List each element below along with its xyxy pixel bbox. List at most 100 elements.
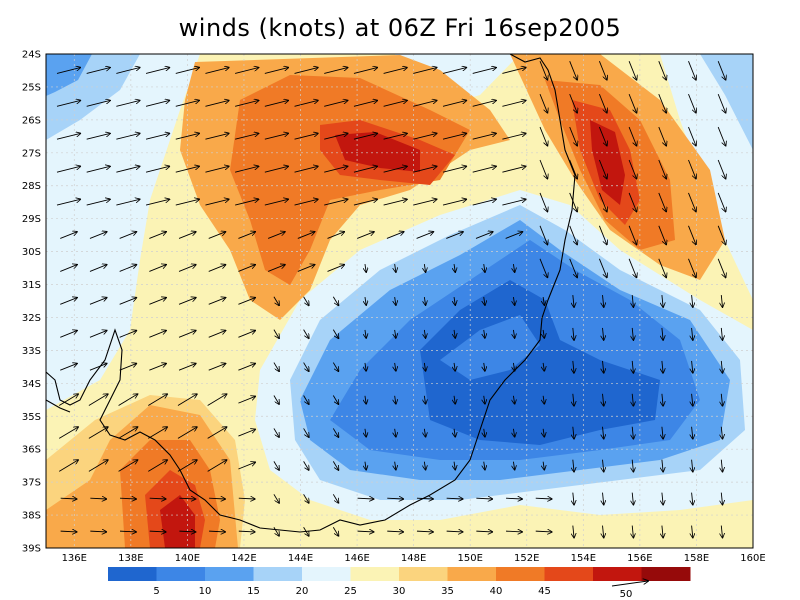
wind-arrow — [692, 327, 693, 340]
wind-arrow — [119, 531, 136, 532]
wind-arrow — [205, 68, 228, 74]
colorbar-label: 30 — [393, 586, 406, 597]
wind-arrow — [60, 298, 77, 305]
wind-arrow — [658, 225, 666, 245]
latitude-labels: 24S 25S 26S 27S 28S 29S 30S 31S 32S 33S 34S 35S 36S 3… — [22, 50, 41, 555]
wind-arrow — [573, 360, 574, 373]
wind-arrow — [365, 461, 366, 470]
latitude-label: 28S — [22, 181, 41, 192]
wind-arrow — [543, 461, 544, 470]
wind-arrow — [209, 498, 225, 499]
wind-arrow — [424, 461, 425, 470]
wind-arrow — [413, 166, 436, 173]
colorbar-label: 15 — [247, 586, 260, 597]
wind-vectors — [56, 61, 726, 538]
latitude-label: 38S — [22, 511, 41, 522]
wind-arrow — [658, 126, 666, 146]
wind-arrow — [573, 393, 574, 406]
longitude-label: 158E — [684, 553, 709, 564]
wind-arrow — [267, 265, 285, 272]
colorbar-swatch — [156, 567, 206, 581]
wind-arrow — [235, 199, 258, 206]
wind-arrow — [235, 68, 258, 74]
wind-arrow — [472, 100, 496, 107]
longitude-label: 144E — [288, 553, 313, 564]
wind-arrow — [543, 395, 544, 404]
wind-arrow — [238, 364, 255, 371]
colorbar-swatch — [350, 567, 400, 581]
map-title: winds (knots) at 06Z Fri 16sep2005 — [178, 14, 622, 42]
wind-arrow — [90, 531, 106, 532]
wind-arrow — [264, 166, 288, 173]
wind-arrow — [688, 225, 695, 245]
wind-arrow — [56, 100, 80, 107]
latitude-label: 34S — [22, 379, 41, 390]
wind-arrow — [365, 264, 366, 272]
wind-arrow — [662, 360, 663, 373]
longitude-label: 160E — [740, 553, 765, 564]
wind-arrow — [294, 68, 318, 74]
wind-arrow — [327, 232, 345, 239]
wind-arrow — [573, 525, 574, 538]
wind-arrow — [387, 498, 403, 499]
wind-arrow — [717, 225, 725, 245]
wind-arrow — [484, 362, 485, 371]
wind-arrow — [56, 166, 80, 173]
wind-arrow — [273, 527, 279, 536]
wind-arrow — [303, 329, 309, 339]
wind-arrow — [294, 133, 318, 140]
wind-arrow — [442, 68, 466, 74]
wind-arrow — [235, 133, 258, 140]
wind-arrow — [332, 329, 338, 339]
wind-arrow — [88, 427, 108, 439]
wind-arrow — [543, 362, 544, 371]
wind-arrow — [688, 258, 695, 278]
latitude-label: 29S — [22, 214, 41, 225]
wind-arrow — [353, 199, 377, 206]
wind-arrow — [446, 232, 463, 239]
wind-arrow — [658, 93, 666, 113]
wind-arrow — [149, 232, 166, 239]
longitude-label: 136E — [62, 553, 87, 564]
wind-arrow — [178, 331, 196, 338]
wind-arrow — [324, 166, 347, 173]
plot-frame — [45, 53, 754, 549]
colorbar-swatch — [544, 567, 594, 581]
reference-vector: 50 — [611, 581, 648, 600]
wind-arrow — [513, 264, 514, 272]
wind-arrow — [603, 459, 604, 472]
colorbar-label: 40 — [490, 586, 503, 597]
wind-arrow — [569, 61, 577, 80]
wind-arrow — [446, 498, 463, 499]
wind-arrow — [598, 126, 606, 146]
wind-arrow — [513, 362, 514, 371]
wind-arrow — [543, 428, 544, 437]
wind-arrow — [721, 492, 722, 505]
wind-arrow — [513, 329, 514, 338]
wind-arrow — [303, 461, 309, 470]
wind-arrow — [717, 258, 725, 278]
wind-arrow — [484, 428, 485, 437]
wind-arrow — [86, 133, 110, 140]
wind-arrow — [60, 232, 77, 239]
wind-arrow — [539, 258, 547, 278]
wind-arrow — [238, 531, 255, 532]
wind-arrow — [89, 298, 107, 305]
wind-arrow — [175, 166, 199, 173]
colorbar-label: 10 — [199, 586, 212, 597]
wind-arrow — [365, 362, 366, 371]
wind-arrow — [472, 166, 496, 173]
wind-arrow — [145, 199, 169, 206]
wind-arrow — [177, 394, 197, 406]
latitude-label: 30S — [22, 247, 41, 258]
wind-arrow — [424, 395, 425, 404]
wind-arrow — [357, 498, 374, 499]
wind-arrow — [598, 258, 606, 278]
wind-arrow — [424, 264, 425, 272]
wind-arrow — [717, 126, 725, 146]
wind-arrow — [416, 531, 433, 532]
wind-arrow — [688, 93, 695, 113]
wind-arrow — [238, 331, 255, 338]
wind-arrow — [175, 133, 199, 140]
wind-arrow — [446, 531, 463, 532]
